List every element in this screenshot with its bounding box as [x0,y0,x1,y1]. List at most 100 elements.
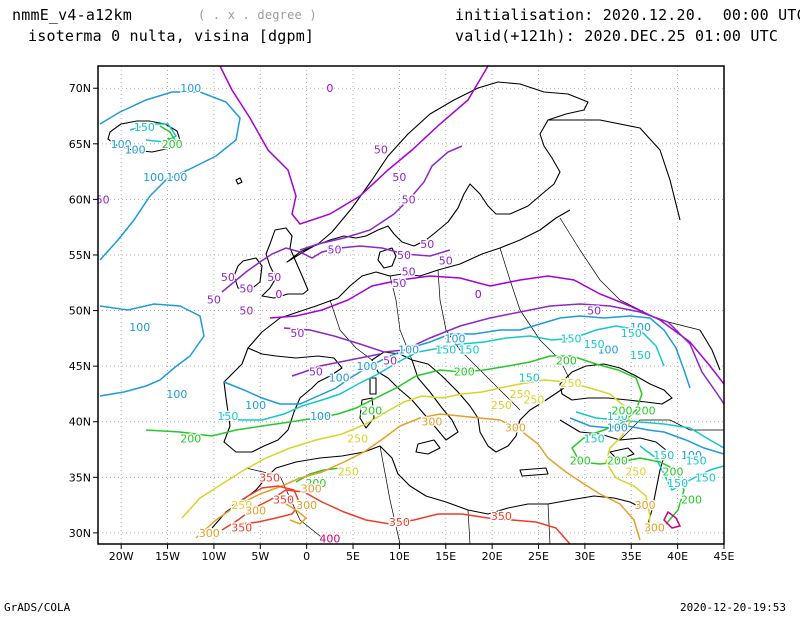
contour-label-100: 100 [329,371,350,384]
lon-tick-label: 35E [621,550,642,563]
contour-label-100: 100 [129,321,150,334]
contour-label-0: 0 [275,288,282,301]
lat-tick-label: 40N [69,416,91,429]
contour-label-100: 100 [245,399,266,412]
contour-label-250: 250 [231,499,252,512]
contour-label-150: 150 [519,371,540,384]
lon-tick-label: 15W [155,550,180,563]
contour-250-med [181,379,651,535]
contour-label-350: 350 [491,510,512,523]
lon-tick-label: 30E [574,550,595,563]
contour-150-turkey [575,411,724,449]
contour-label-150: 150 [435,343,456,356]
coastlines [107,81,724,544]
contour-label-50: 50 [587,305,601,318]
lon-tick-label: 10E [389,550,410,563]
contour-label-100: 100 [356,360,377,373]
contour-label-100: 100 [166,388,187,401]
lat-tick-label: 50N [69,305,91,318]
contour-300-med [195,413,641,541]
footer-timestamp: 2020-12-20-19:53 [680,601,786,614]
contour-label-200: 200 [361,405,382,418]
contour-label-100: 100 [598,343,619,356]
lon-tick-label: 0 [303,550,310,563]
contour-label-150: 150 [621,327,642,340]
contour-label-200: 200 [305,477,326,490]
contour-label-200: 200 [454,366,475,379]
contour-label-50: 50 [221,271,235,284]
contour-350-morocco [231,485,301,525]
contour-label-350: 350 [259,471,280,484]
contour-label-50: 50 [267,271,281,284]
footer-credit: GrADS/COLA [4,601,71,614]
lat-tick-label: 30N [69,527,91,540]
contour-label-150: 150 [584,432,605,445]
contour-label-100: 100 [445,332,466,345]
contour-label-150: 150 [584,338,605,351]
contour-label-200: 200 [180,432,201,445]
contour-label-250: 250 [560,377,581,390]
contour-150-iberia [219,325,665,421]
contour-label-50: 50 [420,238,434,251]
contour-label-150: 150 [217,410,238,423]
contour-150-iceland [129,123,178,143]
contour-label-50: 50 [207,293,221,306]
contour-200-med [145,355,685,525]
contour-label-50: 50 [327,243,341,256]
contour-label-150: 150 [134,121,155,134]
contour-label-350: 350 [389,516,410,529]
contour-label-250: 250 [509,388,530,401]
lon-tick-label: 10W [201,550,226,563]
contour-350-africa [221,489,571,544]
contour-label-50: 50 [374,143,388,156]
axis-ticks: 20W 15W 10W 5W 0 5E 10E 15E 20E 25E 30E 35E 40E 45E 70… [69,82,735,563]
contour-label-100: 100 [143,171,164,184]
contour-label-50: 50 [239,305,253,318]
contour-label-150: 150 [560,332,581,345]
contour-label-300: 300 [635,499,656,512]
contour-label-300: 300 [245,505,266,518]
valid-time: valid(+121h): 2020.DEC.25 01:00 UTC [455,27,779,45]
contour-50-scandinavia [299,145,463,251]
lon-tick-label: 45E [714,550,735,563]
contour-label-100: 100 [125,143,146,156]
contour-label-250: 250 [491,399,512,412]
contour-label-100: 100 [630,321,651,334]
map-frame [97,65,725,545]
contour-label-150: 150 [607,410,628,423]
grid-units-label: ( . x . degree ) [198,8,317,22]
contour-label-200: 200 [681,494,702,507]
contour-200-iceland [159,125,178,144]
contour-label-50: 50 [392,171,406,184]
contour-label-50: 50 [439,255,453,268]
contour-label-300: 300 [505,421,526,434]
contour-100-iceland [99,91,241,261]
contour-label-350: 350 [273,494,294,507]
contour-label-150: 150 [667,477,688,490]
lon-tick-label: 20W [109,550,134,563]
graticule [98,66,725,544]
contour-50-britain [221,245,451,293]
contour-label-50: 50 [96,193,110,206]
contour-label-150: 150 [653,449,674,462]
contour-400-red [663,510,682,529]
contour-label-250: 250 [625,466,646,479]
contour-label-50: 50 [402,266,416,279]
contour-100-atlantic [99,303,205,397]
contour-100-iberia [223,315,691,405]
contour-label-300: 300 [296,499,317,512]
lon-tick-label: 5E [346,550,360,563]
field-title: isoterma 0 nulta, visina [dgpm] [28,27,315,45]
contour-label-150: 150 [458,343,479,356]
contour-label-400: 400 [319,532,340,545]
lat-tick-label: 35N [69,471,91,484]
model-title: nmmE_v4-a12km [12,6,132,24]
contour-label-200: 200 [662,466,683,479]
contour-label-300: 300 [421,416,442,429]
contour-label-50: 50 [397,249,411,262]
lon-tick-label: 15E [435,550,456,563]
lat-tick-label: 60N [69,193,91,206]
contour-label-300: 300 [644,521,665,534]
contour-label-0: 0 [475,288,482,301]
